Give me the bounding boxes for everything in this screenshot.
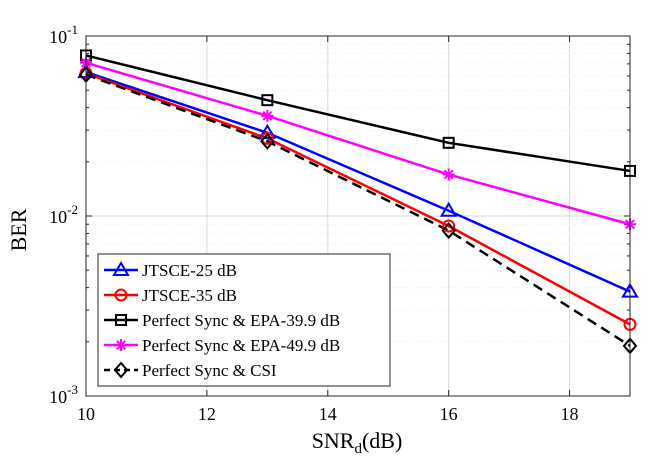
legend-label: JTSCE-25 dB — [142, 261, 237, 280]
series-1-point — [439, 201, 458, 217]
x-tick-label: 10 — [77, 404, 95, 424]
y-tick-label: 10-1 — [49, 22, 78, 47]
axis-ticks — [85, 35, 630, 397]
y-tick-label-exponent: -3 — [67, 382, 78, 397]
legend-item: Perfect Sync & EPA-49.9 dB — [104, 336, 340, 355]
legend-label: Perfect Sync & CSI — [142, 361, 277, 380]
legend-marker — [113, 361, 129, 379]
legend-box — [97, 253, 391, 387]
x-axis-label-main: SNR — [312, 428, 355, 453]
legend-marker — [115, 314, 127, 326]
series-4-point — [261, 109, 274, 122]
y-axis-label: BER — [6, 208, 31, 251]
y-tick-label-base: 10 — [49, 207, 67, 227]
x-tick-label: 16 — [440, 404, 458, 424]
y-tick-label: 10-3 — [49, 382, 78, 407]
series-layer — [77, 49, 639, 355]
series-1-point — [258, 123, 277, 139]
series-line-4 — [85, 61, 631, 226]
legend-marker — [112, 261, 130, 276]
y-tick-label-exponent: -1 — [67, 22, 78, 37]
y-tick-labels: 10-310-210-1 — [49, 22, 78, 407]
x-axis-label-units: (dB) — [362, 428, 402, 453]
series-2-point — [442, 219, 456, 233]
legend-label: Perfect Sync & EPA-39.9 dB — [142, 311, 340, 330]
legend-label: Perfect Sync & EPA-49.9 dB — [142, 336, 340, 355]
y-tick-label-base: 10 — [49, 387, 67, 407]
series-line-2 — [85, 72, 631, 326]
legend-item: JTSCE-25 dB — [104, 261, 237, 280]
x-axis-label-sub: d — [354, 441, 362, 457]
x-tick-label: 14 — [319, 404, 337, 424]
series-5-point — [441, 222, 456, 240]
series-line-1 — [85, 70, 631, 293]
legend-label: JTSCE-35 dB — [142, 286, 237, 305]
legend-item: Perfect Sync & CSI — [104, 361, 277, 380]
legend-item: JTSCE-35 dB — [104, 286, 237, 305]
x-tick-labels: 10 12 14 16 18 — [77, 404, 579, 424]
y-tick-label-exponent: -2 — [67, 202, 78, 217]
x-tick-label: 12 — [198, 404, 216, 424]
y-tick-label: 10-2 — [49, 202, 78, 227]
y-tick-label-base: 10 — [49, 27, 67, 47]
series-3-point — [261, 94, 274, 107]
series-line-3 — [85, 54, 631, 173]
series-3-point — [442, 136, 455, 149]
legend: JTSCE-25 dB JTSCE-35 dB Perfect Sync & EPA… — [97, 253, 391, 387]
series-4-point — [442, 168, 455, 181]
x-tick-label: 18 — [561, 404, 579, 424]
legend-marker — [114, 288, 128, 302]
legend-item: Perfect Sync & EPA-39.9 dB — [104, 311, 340, 330]
series-line-5 — [85, 73, 631, 347]
legend-marker — [115, 339, 127, 351]
x-axis-label: SNRd(dB) — [312, 428, 403, 457]
series-5-point — [260, 132, 275, 150]
